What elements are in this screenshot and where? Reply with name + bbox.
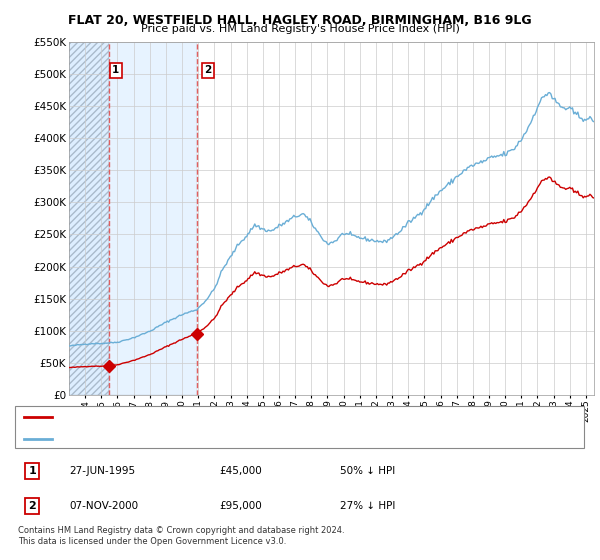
Text: Contains HM Land Registry data © Crown copyright and database right 2024.
This d: Contains HM Land Registry data © Crown c… [18, 526, 344, 546]
Text: 07-NOV-2000: 07-NOV-2000 [70, 501, 139, 511]
Bar [109, 42, 197, 395]
Text: HPI: Average price, detached house, Birmingham: HPI: Average price, detached house, Birm… [61, 434, 302, 444]
Text: FLAT 20, WESTFIELD HALL, HAGLEY ROAD, BIRMINGHAM, B16 9LG (detached house): FLAT 20, WESTFIELD HALL, HAGLEY ROAD, BI… [61, 412, 475, 422]
Bar [69, 42, 109, 395]
Text: 2: 2 [28, 501, 36, 511]
Text: 2: 2 [205, 65, 212, 75]
Text: 27-JUN-1995: 27-JUN-1995 [70, 466, 136, 476]
Text: 1: 1 [112, 65, 119, 75]
Text: 27% ↓ HPI: 27% ↓ HPI [340, 501, 395, 511]
Text: £45,000: £45,000 [220, 466, 262, 476]
Text: Price paid vs. HM Land Registry's House Price Index (HPI): Price paid vs. HM Land Registry's House … [140, 24, 460, 34]
FancyBboxPatch shape [15, 405, 584, 449]
Text: £95,000: £95,000 [220, 501, 262, 511]
Text: 50% ↓ HPI: 50% ↓ HPI [340, 466, 395, 476]
Text: FLAT 20, WESTFIELD HALL, HAGLEY ROAD, BIRMINGHAM, B16 9LG: FLAT 20, WESTFIELD HALL, HAGLEY ROAD, BI… [68, 14, 532, 27]
Text: 1: 1 [28, 466, 36, 476]
